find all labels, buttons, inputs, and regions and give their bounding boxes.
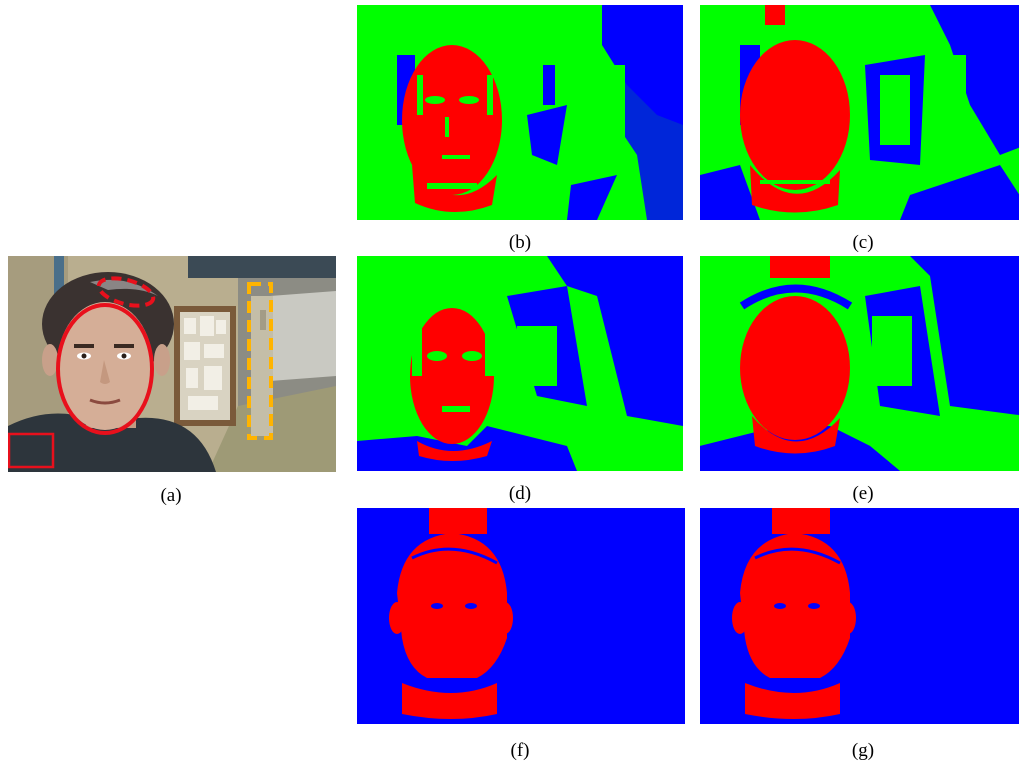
caption-a: (a) xyxy=(160,485,182,506)
panel-e-segmentation xyxy=(700,256,1019,471)
caption-c: (c) xyxy=(852,232,874,253)
caption-f: (f) xyxy=(510,740,530,761)
caption-e: (e) xyxy=(852,483,874,504)
segmentation-map-c xyxy=(700,5,1019,220)
caption-d: (d) xyxy=(508,483,532,504)
caption-b: (b) xyxy=(508,232,532,253)
segmentation-map-b xyxy=(357,5,683,220)
caption-g: (g) xyxy=(851,740,875,761)
segmentation-map-e xyxy=(700,256,1019,471)
segmentation-map-g xyxy=(700,508,1019,724)
photo-scene xyxy=(8,256,336,472)
panel-a-photo xyxy=(8,256,336,472)
segmentation-map-f xyxy=(357,508,685,724)
panel-d-segmentation xyxy=(357,256,683,471)
panel-b-segmentation xyxy=(357,5,683,220)
solid-red-ellipse xyxy=(56,303,154,435)
panel-g-segmentation xyxy=(700,508,1019,724)
segmentation-map-d xyxy=(357,256,683,471)
dashed-red-ellipse xyxy=(96,276,156,308)
solid-red-rectangle xyxy=(8,432,55,469)
panel-c-segmentation xyxy=(700,5,1019,220)
dashed-yellow-rectangle xyxy=(247,282,273,440)
panel-f-segmentation xyxy=(357,508,685,724)
